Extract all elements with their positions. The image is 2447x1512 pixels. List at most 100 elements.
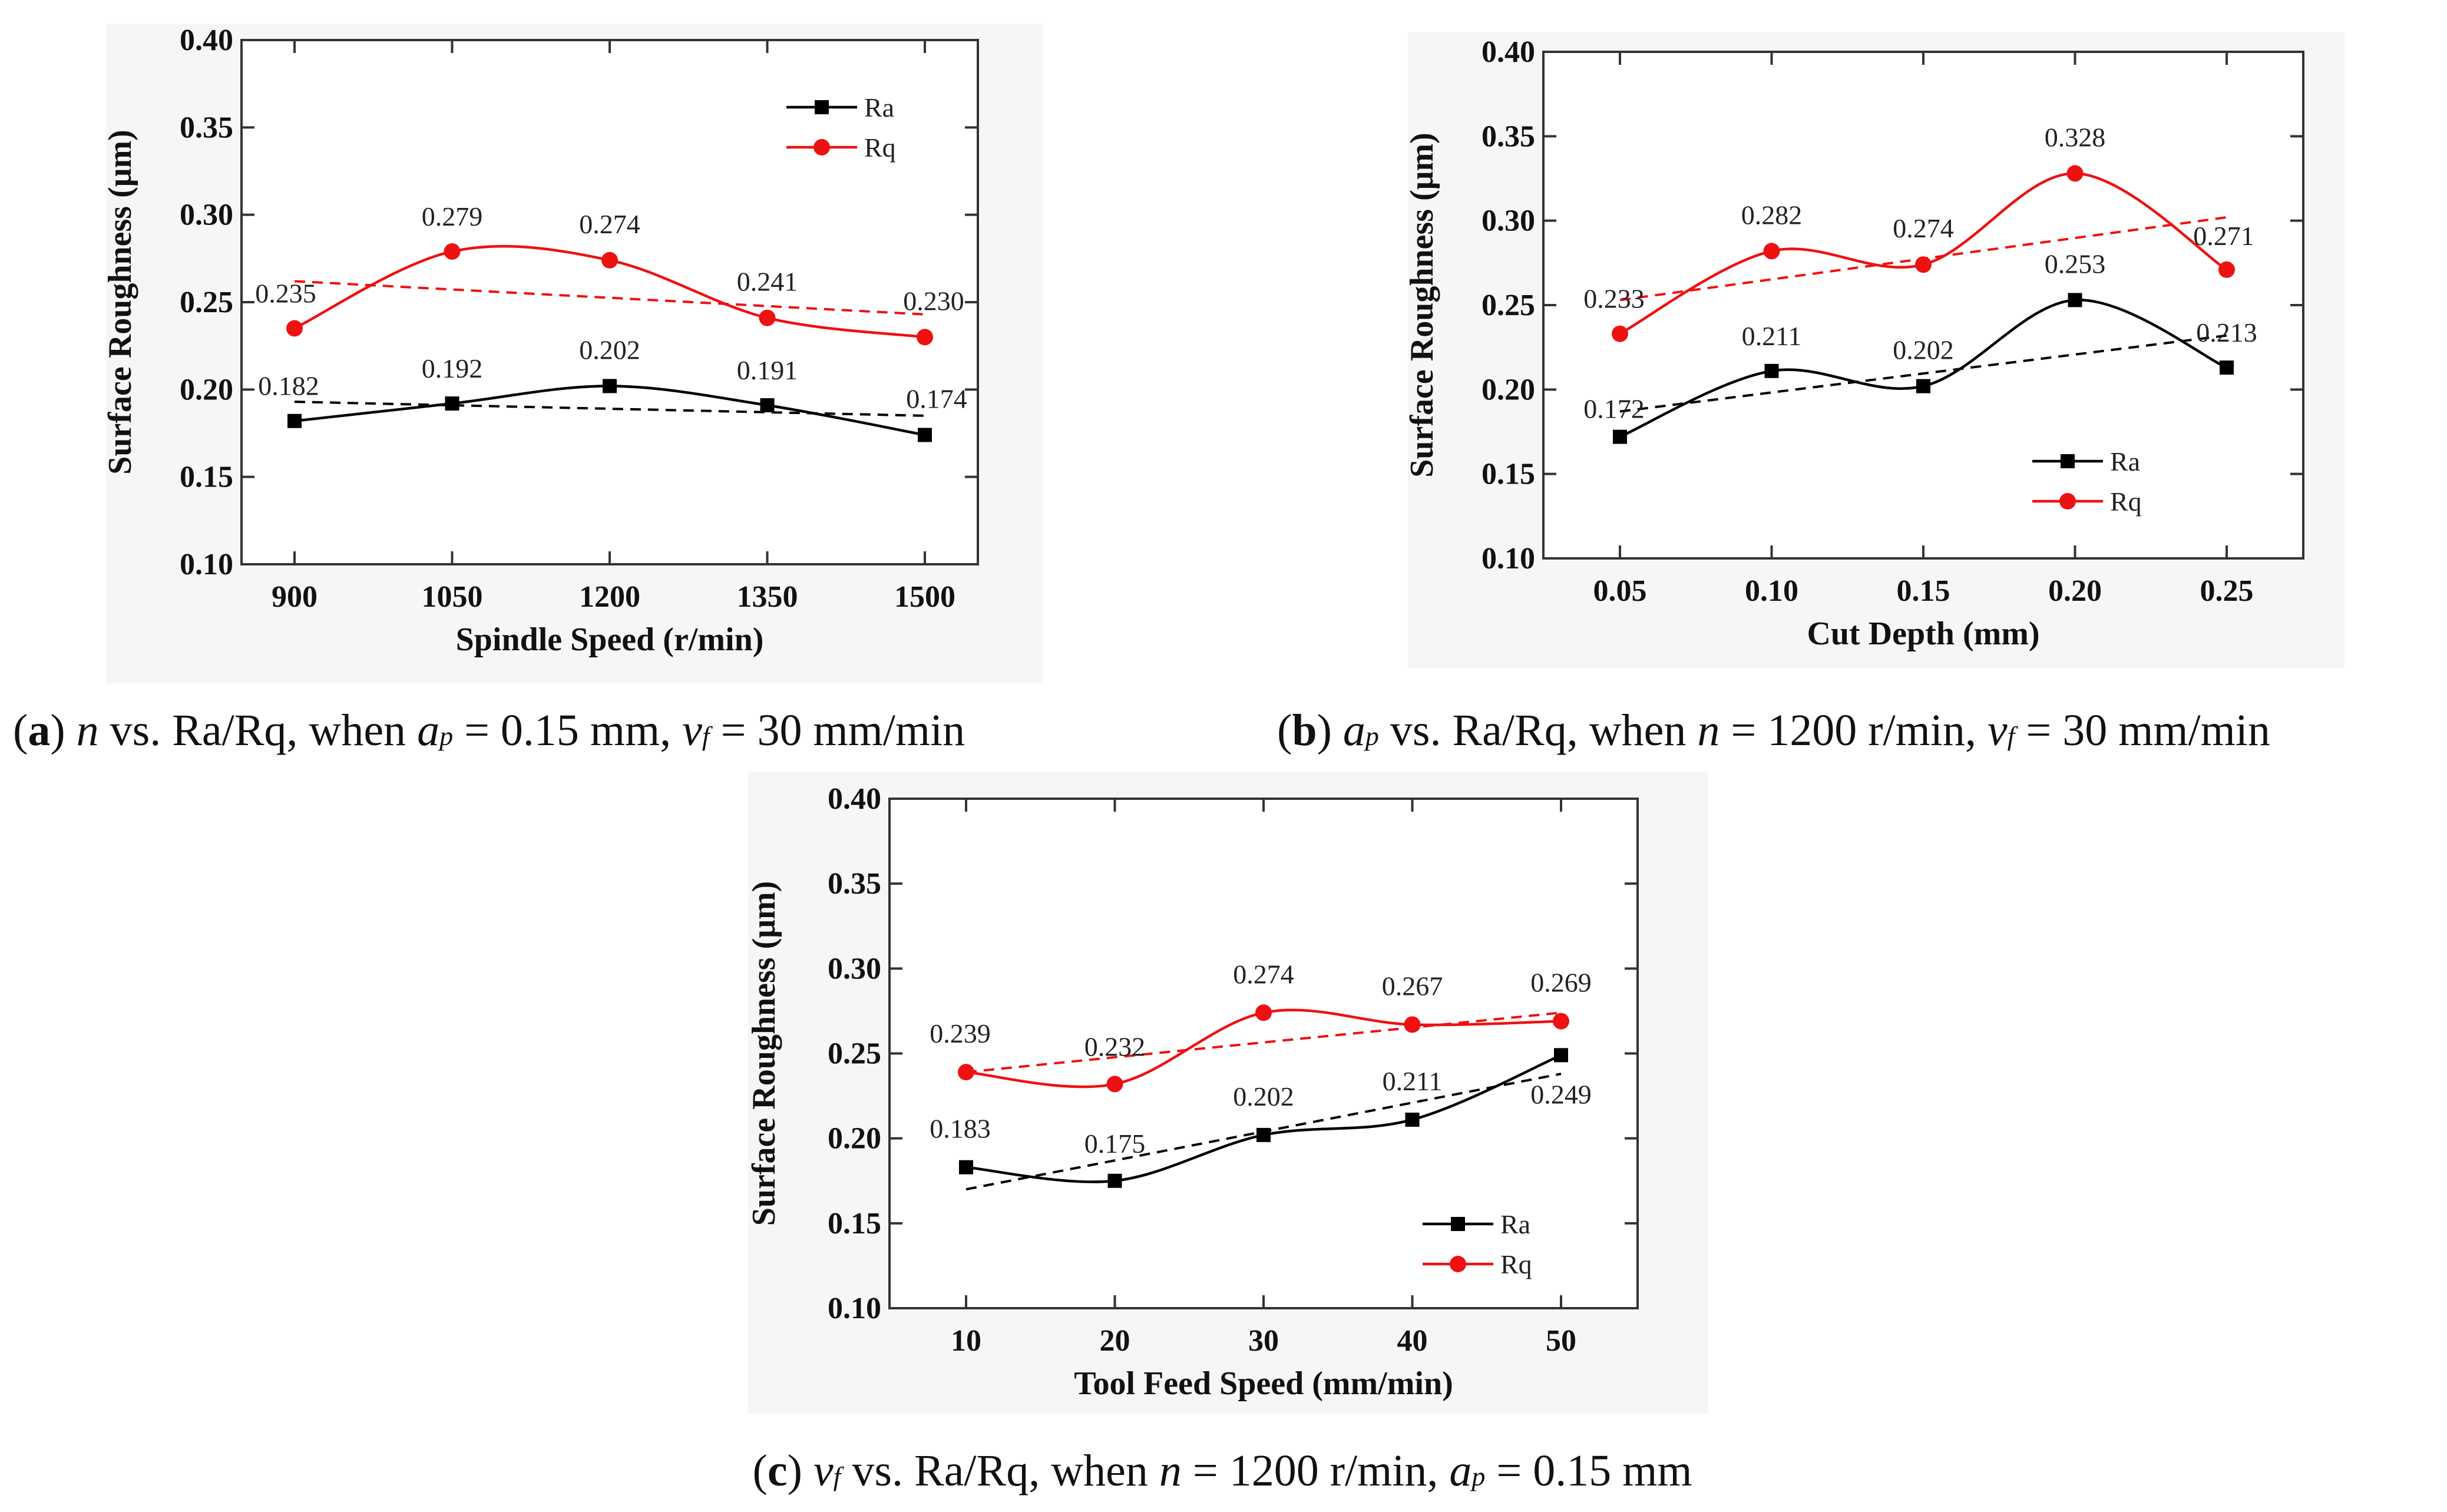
y-tick-label: 0.35 — [1482, 120, 1535, 153]
x-tick-label: 40 — [1397, 1324, 1428, 1358]
caption-paren: ) — [788, 1446, 802, 1496]
rq-point — [958, 1064, 974, 1081]
x-tick-label: 0.05 — [1593, 574, 1647, 608]
y-tick-label: 0.25 — [828, 1037, 881, 1071]
legend-marker-ra — [1451, 1217, 1465, 1231]
rq-data-label: 0.239 — [930, 1018, 991, 1048]
y-tick-label: 0.20 — [1482, 373, 1535, 406]
x-tick-label: 1200 — [579, 580, 640, 614]
ra-point — [2068, 293, 2082, 307]
y-tick-label: 0.10 — [828, 1292, 881, 1325]
rq-point — [1255, 1004, 1272, 1021]
caption-letter: a — [28, 706, 50, 755]
rq-data-label: 0.279 — [422, 201, 483, 231]
rq-data-label: 0.274 — [1233, 959, 1294, 989]
y-axis-title: Surface Roughness (μm) — [102, 130, 138, 475]
y-tick-label: 0.30 — [828, 952, 881, 985]
ra-point — [1256, 1127, 1271, 1142]
rq-point — [444, 243, 461, 260]
ra-data-label: 0.249 — [1530, 1079, 1592, 1109]
legend-label-ra: Ra — [864, 92, 894, 123]
ra-data-label: 0.175 — [1084, 1129, 1146, 1159]
x-axis-title: Tool Feed Speed (mm/min) — [1074, 1365, 1453, 1402]
chart-b: 0.10 0.15 0.20 0.25 0.30 0.35 0.40 0.05 0.10 0.15… — [1404, 32, 2345, 669]
ra-data-label: 0.202 — [1893, 335, 1954, 365]
plot-area — [240, 39, 979, 565]
legend-marker-rq — [1450, 1256, 1466, 1272]
legend-label-rq: Rq — [1500, 1249, 1532, 1279]
ra-data-label: 0.183 — [930, 1114, 991, 1144]
rq-data-label: 0.282 — [1741, 200, 1803, 230]
y-tick-label: 0.30 — [1482, 204, 1535, 238]
legend: Ra Rq — [1423, 1209, 1532, 1279]
caption-variable: n — [77, 706, 99, 755]
x-tick-label: 1500 — [894, 580, 955, 614]
legend-marker-rq — [2059, 493, 2076, 509]
y-tick-label: 0.40 — [828, 782, 881, 816]
caption-subscript: p — [438, 721, 453, 751]
ra-data-label: 0.191 — [737, 355, 798, 385]
rq-point — [1553, 1013, 1569, 1030]
legend: Ra Rq — [2032, 446, 2142, 517]
ra-point — [445, 396, 459, 411]
y-tick-label: 0.15 — [1482, 458, 1535, 491]
ra-point — [1405, 1112, 1420, 1127]
x-axis-title: Spindle Speed (r/min) — [456, 621, 764, 658]
y-tick-label: 0.15 — [180, 461, 233, 494]
rq-point — [759, 309, 776, 326]
caption-paren: ( — [1277, 706, 1292, 755]
rq-point — [601, 252, 618, 269]
ra-point — [2220, 360, 2234, 375]
y-tick-label: 0.10 — [180, 548, 233, 581]
caption-text: vs. Ra/Rq, when — [99, 706, 417, 755]
legend-marker-ra — [2061, 454, 2075, 468]
ra-data-label: 0.211 — [1383, 1066, 1443, 1096]
rq-point — [1404, 1016, 1421, 1033]
rq-point — [1915, 256, 1932, 273]
caption-text — [802, 1446, 814, 1496]
ra-point — [1554, 1048, 1568, 1063]
plot-area — [1542, 51, 2304, 560]
caption-c: (c) vf vs. Ra/Rq, when n = 1200 r/min, a… — [753, 1446, 1692, 1496]
caption-paren: ( — [13, 706, 28, 755]
rq-data-label: 0.235 — [255, 279, 316, 309]
rq-data-label: 0.232 — [1084, 1031, 1146, 1061]
rq-data-label: 0.274 — [1893, 213, 1954, 243]
x-tick-label: 0.20 — [2048, 574, 2102, 608]
caption-variable: a — [1449, 1446, 1471, 1496]
caption-text: = 30 mm/min — [710, 706, 965, 755]
ra-data-label: 0.174 — [906, 383, 967, 413]
x-tick-label: 1050 — [422, 580, 483, 614]
x-tick-label: 50 — [1546, 1324, 1576, 1358]
caption-variable: a — [417, 706, 439, 755]
caption-variable: v — [814, 1446, 834, 1496]
y-tick-label: 0.25 — [180, 286, 233, 319]
caption-variable: n — [1697, 706, 1719, 755]
caption-paren: ( — [753, 1446, 768, 1496]
caption-variable: a — [1343, 706, 1365, 755]
rq-point — [1106, 1076, 1123, 1093]
rq-data-label: 0.271 — [2193, 221, 2254, 251]
x-tick-label: 0.15 — [1897, 574, 1950, 608]
y-tick-label: 0.10 — [1482, 542, 1535, 575]
caption-letter: c — [768, 1446, 788, 1496]
caption-letter: b — [1292, 706, 1317, 755]
x-tick-label: 900 — [272, 580, 318, 614]
caption-variable: n — [1159, 1446, 1182, 1496]
ra-point — [603, 379, 617, 393]
y-tick-label: 0.40 — [1482, 35, 1535, 69]
ra-data-label: 0.182 — [258, 371, 319, 401]
legend-marker-ra — [815, 100, 829, 114]
caption-text — [65, 706, 77, 755]
rq-data-label: 0.241 — [737, 267, 798, 297]
x-axis-title: Cut Depth (mm) — [1807, 616, 2039, 652]
y-tick-label: 0.35 — [180, 111, 233, 144]
ra-point — [760, 398, 775, 413]
rq-data-label: 0.274 — [579, 209, 640, 239]
caption-text: = 1200 r/min, — [1182, 1446, 1450, 1496]
ra-trend-line — [1619, 334, 2227, 413]
legend: Ra Rq — [786, 92, 896, 163]
y-tick-label: 0.40 — [180, 24, 233, 57]
y-tick-label: 0.20 — [180, 373, 233, 406]
